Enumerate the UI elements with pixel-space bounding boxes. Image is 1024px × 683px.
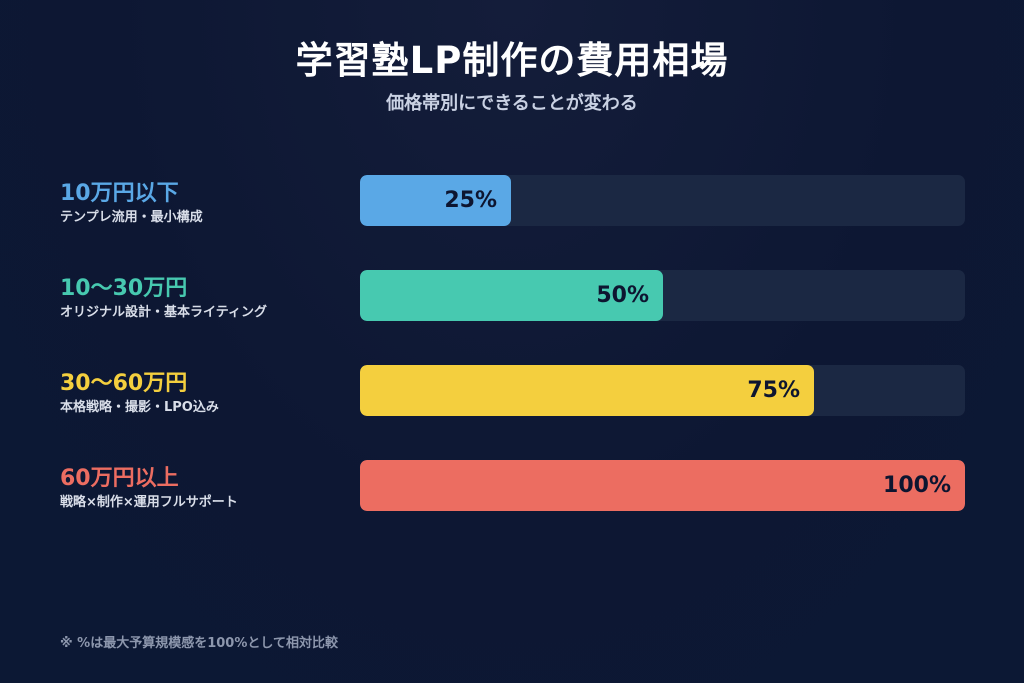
bar-value-label: 25% <box>444 188 497 213</box>
category-label: 10万円以下 <box>60 181 179 206</box>
bar-track: 75% <box>360 365 965 416</box>
chart-title: 学習塾LP制作の費用相場 <box>295 39 729 82</box>
bar: 25% <box>360 175 511 226</box>
category-description: テンプレ流用・最小構成 <box>60 210 203 225</box>
bar: 50% <box>360 270 663 321</box>
bar: 100% <box>360 460 965 511</box>
category-label: 30〜60万円 <box>60 371 188 396</box>
category-description: 戦略×制作×運用フルサポート <box>60 495 238 510</box>
bar-track: 25% <box>360 175 965 226</box>
category-description: オリジナル設計・基本ライティング <box>60 305 267 320</box>
bar-row-3: 60万円以上 戦略×制作×運用フルサポート 100% <box>0 460 1024 512</box>
bar-row-1: 10〜30万円 オリジナル設計・基本ライティング 50% <box>0 270 1024 322</box>
chart-subtitle: 価格帯別にできることが変わる <box>386 93 638 114</box>
category-label: 60万円以上 <box>60 466 179 491</box>
bar-value-label: 100% <box>883 473 951 498</box>
category-description: 本格戦略・撮影・LPO込み <box>60 400 219 415</box>
bar-row-2: 30〜60万円 本格戦略・撮影・LPO込み 75% <box>0 365 1024 417</box>
bar: 75% <box>360 365 814 416</box>
bar-track: 100% <box>360 460 965 511</box>
bar-track: 50% <box>360 270 965 321</box>
footnote: ※ %は最大予算規模感を100%として相対比較 <box>60 636 338 651</box>
category-label: 10〜30万円 <box>60 276 188 301</box>
bar-row-0: 10万円以下 テンプレ流用・最小構成 25% <box>0 175 1024 227</box>
bar-value-label: 50% <box>596 283 649 308</box>
bar-value-label: 75% <box>747 378 800 403</box>
